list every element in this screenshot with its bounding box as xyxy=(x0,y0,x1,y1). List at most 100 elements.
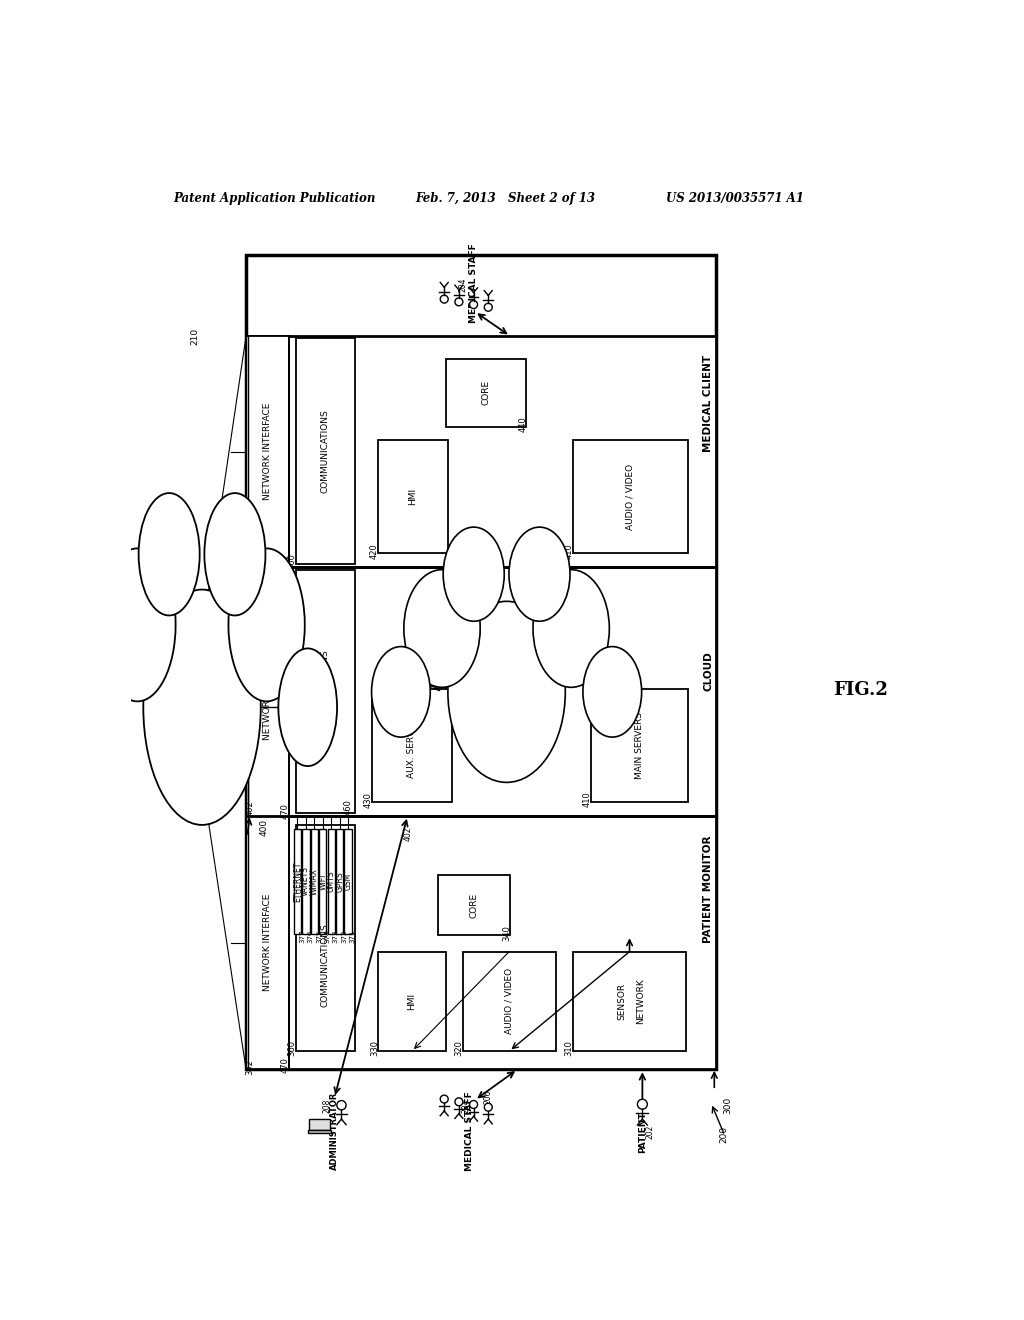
Polygon shape xyxy=(378,952,445,1051)
Text: 206: 206 xyxy=(483,1089,493,1104)
Circle shape xyxy=(470,1101,477,1109)
Polygon shape xyxy=(246,337,289,566)
Text: COMMUNICATIONS: COMMUNICATIONS xyxy=(321,923,330,1007)
Text: DEVICE: DEVICE xyxy=(502,627,510,659)
Polygon shape xyxy=(344,829,351,933)
Text: PATIENT MONITOR: PATIENT MONITOR xyxy=(703,836,714,942)
Ellipse shape xyxy=(372,647,430,737)
FancyBboxPatch shape xyxy=(307,1130,332,1133)
Text: 400: 400 xyxy=(259,820,268,837)
Text: MEDICAL STAFF: MEDICAL STAFF xyxy=(469,244,478,323)
Text: 410: 410 xyxy=(564,543,573,558)
Polygon shape xyxy=(296,570,354,813)
Ellipse shape xyxy=(509,527,570,622)
Ellipse shape xyxy=(99,548,175,701)
Text: HMI: HMI xyxy=(408,993,417,1010)
Text: NETWORK INTERFACE: NETWORK INTERFACE xyxy=(263,894,271,991)
Text: 373: 373 xyxy=(333,929,339,942)
Text: COMMUNICATIONS: COMMUNICATIONS xyxy=(321,409,330,492)
Text: 204: 204 xyxy=(462,1098,471,1113)
Text: AUDIO / VIDEO: AUDIO / VIDEO xyxy=(505,969,514,1035)
Text: 310: 310 xyxy=(564,1040,573,1056)
Polygon shape xyxy=(246,566,716,816)
Polygon shape xyxy=(591,689,688,803)
Text: MEDICAL CLIENT: MEDICAL CLIENT xyxy=(703,354,714,451)
Text: UMTS: UMTS xyxy=(327,871,336,892)
Text: INTERNET: INTERNET xyxy=(197,678,207,737)
Text: SENSOR: SENSOR xyxy=(617,983,627,1020)
Text: 502: 502 xyxy=(245,552,254,568)
Polygon shape xyxy=(246,816,289,1069)
Text: CLOUD
COMPUTING BASE: CLOUD COMPUTING BASE xyxy=(497,656,516,729)
Text: 204: 204 xyxy=(458,277,467,292)
Polygon shape xyxy=(310,829,318,933)
Ellipse shape xyxy=(138,494,200,615)
Polygon shape xyxy=(246,566,289,816)
Text: 202: 202 xyxy=(645,1125,654,1139)
Ellipse shape xyxy=(447,602,565,783)
Polygon shape xyxy=(336,829,343,933)
Text: WIFI: WIFI xyxy=(318,874,328,890)
Polygon shape xyxy=(459,607,541,678)
Text: 402: 402 xyxy=(403,826,413,841)
Text: 450: 450 xyxy=(446,675,455,690)
Text: GSM: GSM xyxy=(344,873,352,890)
Text: 360: 360 xyxy=(288,1040,297,1056)
Text: AUDIO / VIDEO: AUDIO / VIDEO xyxy=(626,463,635,529)
Text: 440: 440 xyxy=(518,416,527,432)
Circle shape xyxy=(484,304,493,312)
Text: 470: 470 xyxy=(281,1057,290,1073)
Text: CORE: CORE xyxy=(470,892,479,917)
Text: US 2013/0035571 A1: US 2013/0035571 A1 xyxy=(666,191,804,205)
Polygon shape xyxy=(319,829,327,933)
Circle shape xyxy=(440,1096,449,1104)
Text: AUX. SERVERS: AUX. SERVERS xyxy=(408,713,417,779)
Circle shape xyxy=(455,1098,463,1106)
Text: 470: 470 xyxy=(281,554,290,570)
Text: 375: 375 xyxy=(316,929,322,942)
Text: 300: 300 xyxy=(724,1097,732,1114)
Polygon shape xyxy=(378,440,447,553)
Polygon shape xyxy=(302,829,309,933)
Ellipse shape xyxy=(534,570,609,688)
Text: NETWORK INTERFACE: NETWORK INTERFACE xyxy=(263,403,271,500)
Text: PATIENT: PATIENT xyxy=(638,1111,647,1154)
Text: GPRS: GPRS xyxy=(335,871,344,892)
Polygon shape xyxy=(445,359,526,426)
Text: Feb. 7, 2013   Sheet 2 of 13: Feb. 7, 2013 Sheet 2 of 13 xyxy=(416,191,596,205)
Text: COMMUNICATIONS: COMMUNICATIONS xyxy=(321,649,330,734)
Polygon shape xyxy=(572,440,688,553)
Text: CORE: CORE xyxy=(481,380,490,405)
Text: 460: 460 xyxy=(288,553,297,569)
Ellipse shape xyxy=(143,590,261,825)
Circle shape xyxy=(337,1101,346,1110)
Polygon shape xyxy=(373,689,452,803)
Ellipse shape xyxy=(67,648,126,766)
FancyBboxPatch shape xyxy=(308,1119,330,1130)
Text: MAIN SERVERS: MAIN SERVERS xyxy=(635,713,644,779)
Text: 371: 371 xyxy=(349,929,355,942)
Text: HMI: HMI xyxy=(409,488,418,506)
Text: 430: 430 xyxy=(365,792,373,808)
Polygon shape xyxy=(572,952,686,1051)
Circle shape xyxy=(484,1104,493,1111)
Text: VANETS: VANETS xyxy=(301,866,310,896)
Circle shape xyxy=(455,298,463,306)
Ellipse shape xyxy=(279,648,337,766)
Circle shape xyxy=(470,301,477,309)
Polygon shape xyxy=(463,952,556,1051)
Text: ADMINISTRATOR: ADMINISTRATOR xyxy=(330,1092,339,1170)
Text: FIG.2: FIG.2 xyxy=(834,681,888,698)
Polygon shape xyxy=(328,829,335,933)
Text: Patent Application Publication: Patent Application Publication xyxy=(173,191,375,205)
Text: 302: 302 xyxy=(245,1059,254,1074)
Polygon shape xyxy=(246,337,716,566)
Text: 208: 208 xyxy=(323,1098,332,1113)
Text: 460: 460 xyxy=(344,799,353,814)
Text: 210: 210 xyxy=(190,327,200,345)
Ellipse shape xyxy=(443,527,504,622)
Text: NETWORK: NETWORK xyxy=(636,978,645,1024)
Text: 377: 377 xyxy=(299,929,305,942)
Polygon shape xyxy=(246,255,716,1069)
Ellipse shape xyxy=(583,647,642,737)
